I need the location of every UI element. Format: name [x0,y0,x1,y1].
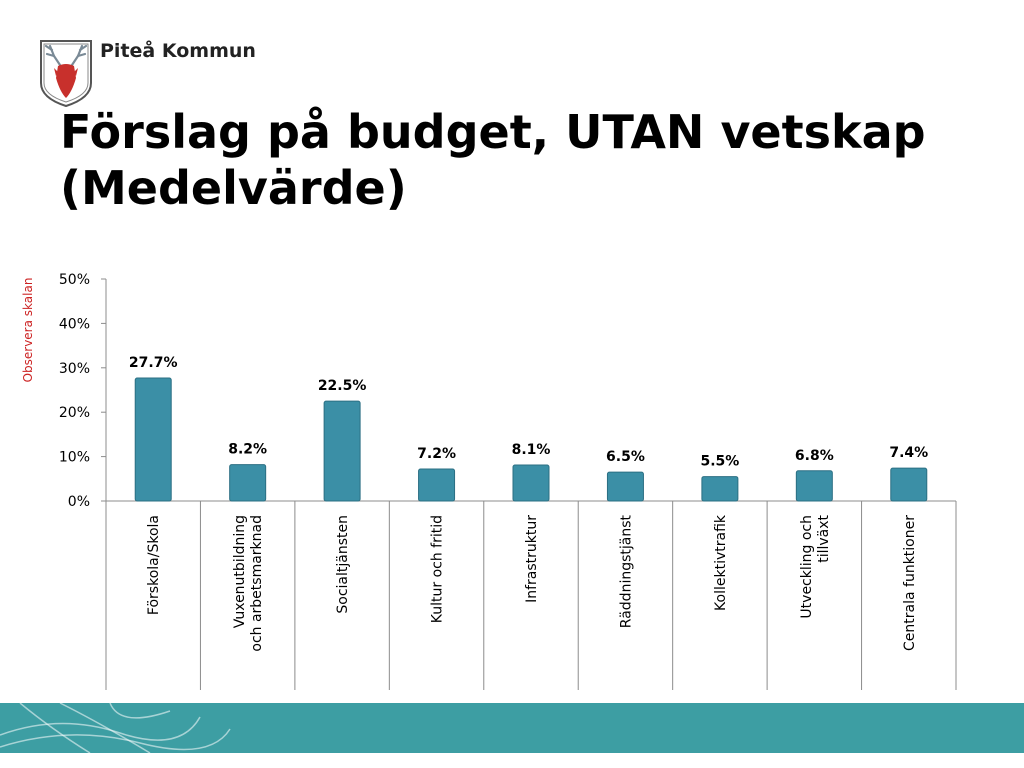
x-tick-label: Utveckling och tillväxt [799,514,832,618]
bar [890,467,928,502]
data-label: 7.4% [889,445,928,461]
y-tick-label: 50% [59,272,90,288]
x-tick-label: Förskola/Skola [146,515,162,615]
pitea-kommun-logo [40,40,92,108]
x-tick-label-line: Centrala funktioner [902,515,918,651]
x-tick-label: Socialtjänsten [335,515,351,614]
bar [606,471,644,502]
x-tick-label: Infrastruktur [524,515,540,603]
data-label: 8.1% [512,442,551,458]
brand-name: Piteå Kommun [100,40,256,62]
y-tick-label: 10% [59,450,90,466]
y-tick-label: 20% [59,405,90,421]
data-label: 5.5% [700,454,739,470]
data-label: 6.8% [795,448,834,464]
bar [795,470,833,502]
x-tick-label: Centrala funktioner [902,515,918,651]
bar [229,464,267,502]
x-tick-label-line: Utveckling och [799,515,815,619]
bar-chart: 0% 10% 20% 30% 40% 50% 27.7% Förskola/Skola 8.2%… [59,272,957,690]
x-tick-label-line: Räddningstjänst [618,514,634,628]
data-label: 27.7% [129,355,178,371]
bar [323,400,361,502]
y-tick-label: 30% [59,361,90,377]
x-tick-label-line: Kultur och fritid [430,515,446,623]
data-label: 8.2% [228,442,267,458]
bar [701,476,739,502]
x-tick-label-line: tillväxt [816,514,832,562]
x-tick-label-line: Kollektivtrafik [713,514,729,611]
bar [512,464,550,502]
y-tick-label: 40% [59,316,90,332]
x-tick-label-line: Infrastruktur [524,515,540,603]
data-label: 6.5% [606,449,645,465]
footer-band-fill [0,703,1024,753]
x-tick-label: Kultur och fritid [430,515,446,623]
bar [418,468,456,502]
x-tick-label: Vuxenutbildning och arbetsmarknad [232,515,265,652]
data-label: 7.2% [417,446,456,462]
x-tick-label-line: Socialtjänsten [335,515,351,614]
footer-band [0,703,1024,753]
y-tick-label: 0% [68,494,90,510]
x-tick-label-line: Förskola/Skola [146,515,162,615]
x-tick-label: Räddningstjänst [618,514,634,628]
x-tick-label-line: Vuxenutbildning [232,515,248,628]
slide-title: Förslag på budget, UTAN vetskap (Medelvä… [60,105,926,216]
x-tick-label-line: och arbetsmarknad [249,515,265,652]
bar [134,377,172,502]
x-tick-label: Kollektivtrafik [713,514,729,611]
data-label: 22.5% [318,378,367,394]
